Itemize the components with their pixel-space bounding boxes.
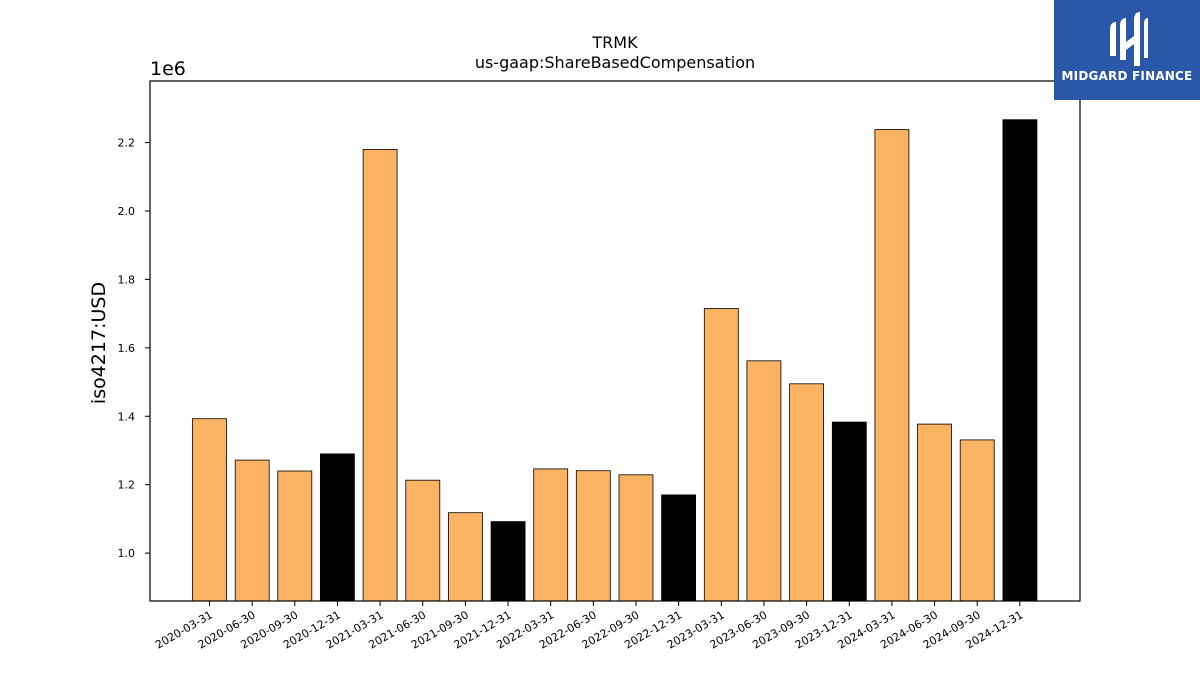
- y-tick-label: 1.4: [118, 410, 136, 423]
- y-tick-label: 1.0: [118, 547, 136, 560]
- bar-2020-12-31: [319, 453, 355, 602]
- plot-frame: [149, 80, 1081, 602]
- midgard-finance-logo: MIDGARD FINANCE: [1054, 0, 1200, 100]
- bar-2023-09-30: [789, 383, 824, 602]
- y-axis-label: iso4217:USD: [88, 282, 110, 404]
- y-ticks-group: 1.0 1.2 1.4 1.6 1.8 2.0 2.2: [118, 137, 150, 560]
- bar-2022-12-31: [661, 494, 696, 602]
- bar-2023-12-31: [831, 421, 867, 602]
- y-tick-label: 1.6: [118, 342, 136, 355]
- y-tick-label: 2.0: [118, 205, 136, 218]
- y-axis-multiplier: 1e6: [150, 58, 186, 80]
- bar-2020-06-30: [234, 459, 270, 602]
- bar-2024-09-30: [959, 439, 995, 602]
- bar-2023-03-31: [703, 308, 739, 602]
- bar-2020-03-31: [192, 418, 227, 602]
- bar-2022-03-31: [533, 468, 569, 602]
- bar-2024-12-31: [1002, 119, 1038, 602]
- bar-2024-03-31: [874, 129, 910, 602]
- chart-title: TRMK: [591, 33, 638, 52]
- x-ticks-group: 2020-03-312020-06-302020-09-302020-12-31…: [153, 601, 1025, 652]
- y-tick-label: 2.2: [118, 137, 136, 150]
- logo-mark-icon: [1110, 12, 1148, 66]
- bar-2021-12-31: [490, 521, 526, 602]
- bar-2022-09-30: [618, 474, 654, 602]
- y-tick-label: 1.2: [118, 479, 136, 492]
- chart-subtitle: us-gaap:ShareBasedCompensation: [475, 53, 755, 72]
- y-tick-label: 1.8: [118, 273, 136, 286]
- bar-2022-06-30: [575, 470, 611, 602]
- bar-2023-06-30: [746, 360, 782, 602]
- bar-2021-06-30: [405, 479, 441, 602]
- logo-text: MIDGARD FINANCE: [1061, 69, 1193, 83]
- bars-group: [192, 119, 1038, 602]
- bar-2024-06-30: [917, 423, 952, 602]
- bar-2020-09-30: [277, 470, 313, 602]
- bar-2021-09-30: [447, 512, 483, 602]
- bar-2021-03-31: [362, 148, 398, 602]
